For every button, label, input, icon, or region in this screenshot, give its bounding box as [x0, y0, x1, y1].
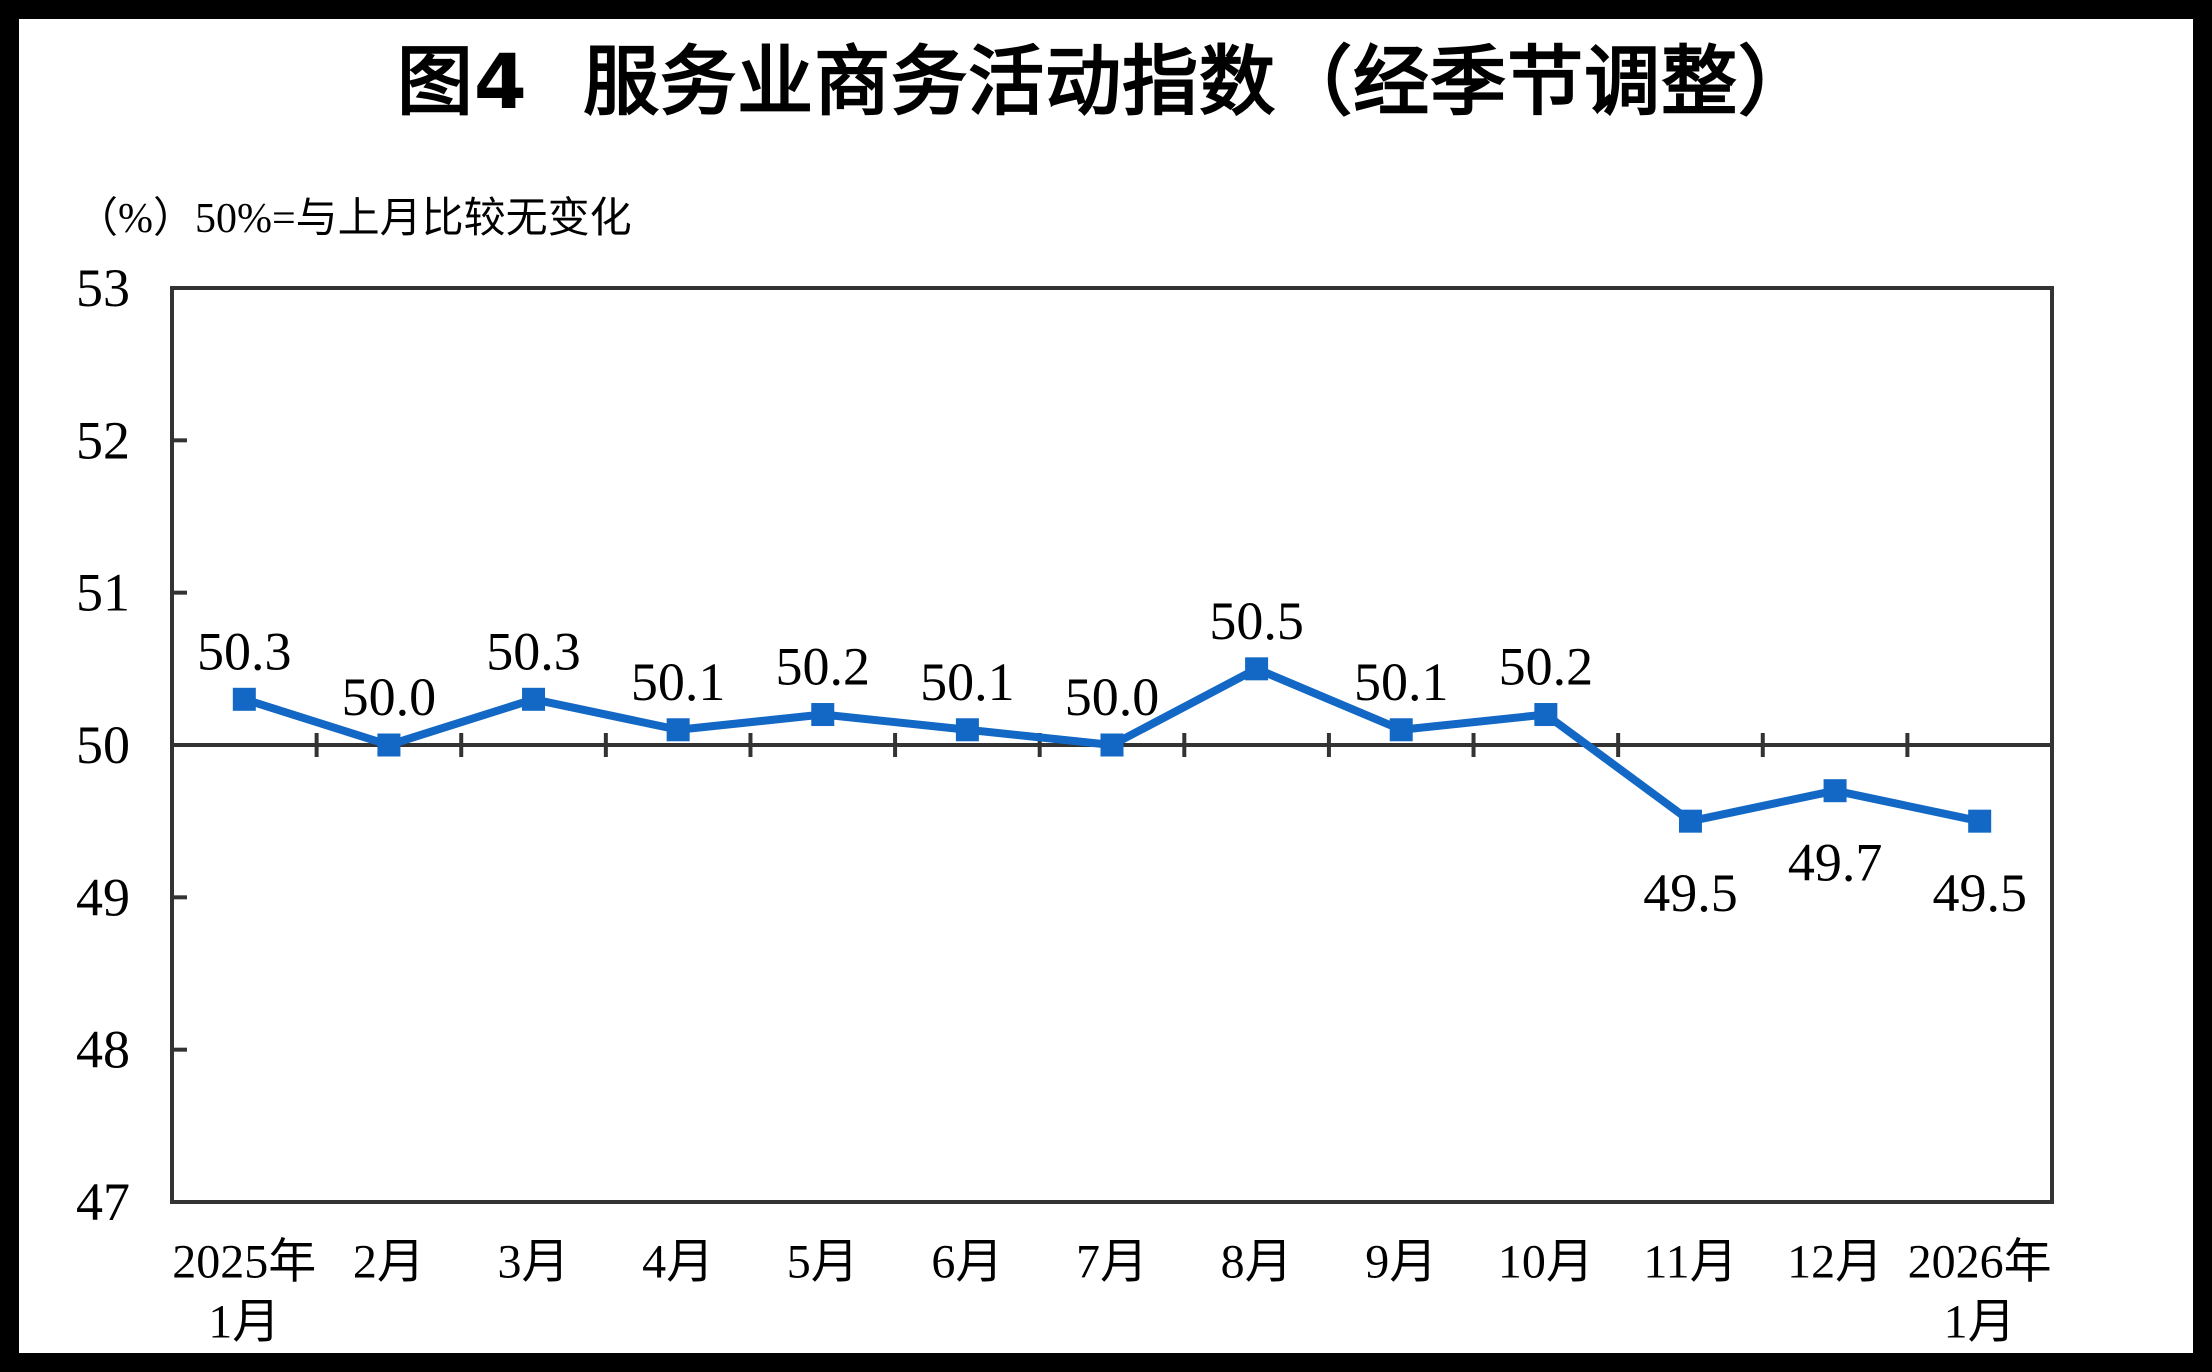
data-point-label: 50.1 [1354, 652, 1449, 712]
data-point-marker [1534, 703, 1558, 727]
x-tick-label: 10月 [1498, 1236, 1594, 1289]
data-point-marker [522, 687, 546, 711]
data-point-marker [1389, 718, 1413, 742]
data-point-marker [1823, 779, 1847, 803]
y-tick-label: 51 [76, 563, 130, 623]
data-point-label: 50.5 [1209, 591, 1304, 651]
x-tick-label: 2026年 [1908, 1236, 2052, 1289]
x-tick-label: 9月 [1365, 1236, 1437, 1289]
x-tick-label: 6月 [931, 1236, 1003, 1289]
x-tick-label: 2月 [353, 1236, 425, 1289]
y-tick-label: 47 [76, 1172, 130, 1232]
data-point-marker [232, 687, 256, 711]
chart-title: 图4 服务业商务活动指数（经季节调整） [396, 37, 1816, 126]
y-tick-label: 52 [76, 410, 130, 470]
x-tick-label: 2025年 [172, 1236, 316, 1289]
data-point-label: 50.1 [920, 652, 1015, 712]
x-tick-label: 7月 [1076, 1236, 1148, 1289]
y-tick-label: 53 [76, 258, 130, 318]
y-tick-label: 50 [76, 715, 130, 775]
data-point-marker [377, 733, 401, 757]
x-tick-label: 3月 [498, 1236, 570, 1289]
data-point-label: 49.5 [1643, 863, 1738, 923]
y-tick-label: 48 [76, 1020, 130, 1080]
x-tick-label: 4月 [642, 1236, 714, 1289]
data-point-marker [1245, 657, 1269, 681]
data-point-label: 49.7 [1788, 833, 1883, 893]
x-tick-label: 1月 [208, 1296, 280, 1349]
chart-background [19, 19, 2193, 1353]
data-point-label: 50.2 [776, 637, 871, 697]
x-tick-label: 5月 [787, 1236, 859, 1289]
x-tick-label: 1月 [1944, 1296, 2016, 1349]
data-point-marker [666, 718, 690, 742]
y-tick-label: 49 [76, 867, 130, 927]
data-point-label: 50.1 [631, 652, 726, 712]
data-point-label: 50.3 [486, 621, 581, 681]
data-point-marker [1100, 733, 1124, 757]
x-tick-label: 11月 [1643, 1236, 1737, 1289]
axis-unit-note: （%）50%=与上月比较无变化 [76, 196, 632, 242]
x-tick-label: 8月 [1221, 1236, 1293, 1289]
data-point-marker [955, 718, 979, 742]
data-point-marker [811, 703, 835, 727]
x-tick-label: 12月 [1787, 1236, 1883, 1289]
data-point-label: 49.5 [1932, 863, 2027, 923]
data-point-label: 50.0 [1065, 667, 1160, 727]
data-point-label: 50.3 [197, 621, 292, 681]
data-point-marker [1968, 809, 1992, 833]
data-point-marker [1678, 809, 1702, 833]
data-point-label: 50.2 [1499, 637, 1594, 697]
data-point-label: 50.0 [342, 667, 437, 727]
